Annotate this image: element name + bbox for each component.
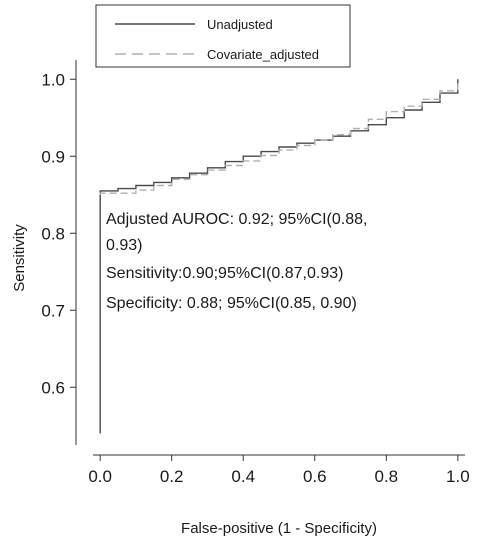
x-tick-label: 1.0 — [446, 467, 470, 486]
y-tick-label: 0.6 — [41, 378, 65, 397]
legend-box — [95, 4, 351, 68]
annotation-block: Adjusted AUROC: 0.92; 95%CI(0.88, 0.93) … — [106, 211, 367, 312]
y-axis-ticks: 0.6 0.7 0.8 0.9 1.0 — [41, 70, 76, 397]
x-tick-label: 0.4 — [231, 467, 255, 486]
series-line-covariate-adjusted — [99, 79, 459, 195]
series-layer — [99, 79, 459, 434]
legend-label-unadjusted: Unadjusted — [207, 17, 273, 32]
x-axis-ticks: 0.0 0.2 0.4 0.6 0.8 1.0 — [88, 455, 470, 486]
y-axis-title: Sensitivity — [11, 224, 28, 292]
y-tick-label: 1.0 — [41, 70, 65, 89]
legend-label-covariate-adjusted: Covariate_adjusted — [207, 47, 319, 62]
legend: Unadjusted Covariate_adjusted — [95, 4, 351, 68]
y-tick-label: 0.8 — [41, 224, 65, 243]
x-tick-label: 0.0 — [88, 467, 112, 486]
x-axis-title: False-positive (1 - Specificity) — [181, 520, 377, 537]
annotation-line-2: 0.93) — [106, 237, 142, 254]
x-tick-label: 0.6 — [303, 467, 327, 486]
annotation-line-4: Specificity: 0.88; 95%CI(0.85, 0.90) — [106, 295, 357, 312]
y-tick-label: 0.9 — [41, 147, 65, 166]
x-tick-label: 0.2 — [160, 467, 184, 486]
y-tick-label: 0.7 — [41, 301, 65, 320]
annotation-line-1: Adjusted AUROC: 0.92; 95%CI(0.88, — [106, 211, 367, 228]
series-line-unadjusted — [99, 79, 459, 434]
x-tick-label: 0.8 — [374, 467, 398, 486]
annotation-line-3: Sensitivity:0.90;95%CI(0.87,0.93) — [106, 265, 343, 282]
